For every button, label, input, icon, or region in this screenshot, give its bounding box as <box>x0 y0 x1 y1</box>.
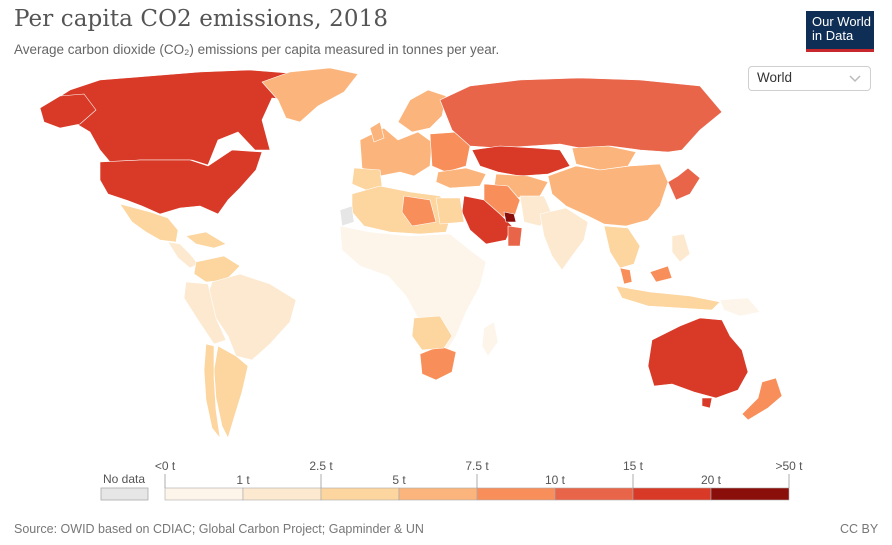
legend-bin-5[interactable] <box>554 487 634 501</box>
country-chile[interactable] <box>203 343 221 439</box>
legend-bin-3[interactable] <box>398 487 478 501</box>
license-link[interactable]: CC BY <box>840 522 879 536</box>
country-uk[interactable] <box>369 121 385 143</box>
country-libya[interactable] <box>401 195 437 227</box>
country-new-zealand[interactable] <box>741 377 783 421</box>
legend-bin-0[interactable] <box>164 487 244 501</box>
legend-bin-6[interactable] <box>632 487 712 501</box>
chart-subtitle: Average carbon dioxide (CO₂) emissions p… <box>14 42 500 57</box>
country-usa[interactable] <box>99 149 263 215</box>
legend-boundary-label: 15 t <box>623 459 644 473</box>
country-philippines[interactable] <box>671 233 691 263</box>
region-southern-africa[interactable] <box>411 315 453 351</box>
region-tasmania[interactable] <box>701 397 713 409</box>
country-canada[interactable] <box>47 69 319 166</box>
legend-inner-label: 1 t <box>236 473 250 487</box>
legend-bin-1[interactable] <box>242 487 322 501</box>
legend-boundary-label: 2.5 t <box>309 459 333 473</box>
country-malaysia[interactable] <box>619 265 673 285</box>
region-select[interactable]: World <box>748 66 871 91</box>
country-australia[interactable] <box>647 317 749 399</box>
legend-inner-label: 20 t <box>701 473 722 487</box>
country-indonesia[interactable] <box>615 285 721 311</box>
legend-no-data-label: No data <box>103 472 145 486</box>
legend-bin-7[interactable] <box>710 487 790 501</box>
region-caribbean[interactable] <box>185 231 227 249</box>
legend-boundary-label: 7.5 t <box>465 459 489 473</box>
legend-boundary-label: <0 t <box>155 459 176 473</box>
source-note: Source: OWID based on CDIAC; Global Carb… <box>14 522 424 536</box>
country-qatar-uae[interactable] <box>503 211 517 223</box>
country-oman[interactable] <box>507 225 523 247</box>
region-sub-saharan-africa[interactable] <box>339 225 487 353</box>
logo-line-1: Our World <box>812 14 871 29</box>
legend-boundary-label: >50 t <box>775 459 803 473</box>
country-mexico[interactable] <box>119 203 179 243</box>
country-kazakhstan[interactable] <box>471 145 571 177</box>
country-peru[interactable] <box>183 281 227 345</box>
country-india[interactable] <box>539 207 589 271</box>
legend-inner-label: 5 t <box>392 473 406 487</box>
country-greenland[interactable] <box>261 67 359 123</box>
country-papua-new-guinea[interactable] <box>719 297 761 317</box>
country-saudi-arabia[interactable] <box>461 195 513 245</box>
region-turkey[interactable] <box>435 167 487 189</box>
legend-bin-4[interactable] <box>476 487 556 501</box>
chevron-down-icon <box>849 75 861 83</box>
owid-logo[interactable]: Our World in Data <box>806 11 874 52</box>
legend-inner-label: 10 t <box>545 473 566 487</box>
logo-line-2: in Data <box>812 28 854 43</box>
region-southeast-asia[interactable] <box>603 225 641 269</box>
region-select-value: World <box>757 70 793 85</box>
country-usa-alaska[interactable] <box>39 93 97 129</box>
country-argentina[interactable] <box>213 345 249 439</box>
chart-title: Per capita CO2 emissions, 2018 <box>14 6 389 32</box>
country-china[interactable] <box>547 163 669 227</box>
legend-bin-2[interactable] <box>320 487 400 501</box>
region-no-data-sahara[interactable] <box>339 205 355 227</box>
country-egypt[interactable] <box>435 197 465 225</box>
region-korea-japan[interactable] <box>667 167 701 201</box>
legend-no-data-swatch <box>100 487 149 501</box>
country-madagascar[interactable] <box>481 321 499 357</box>
